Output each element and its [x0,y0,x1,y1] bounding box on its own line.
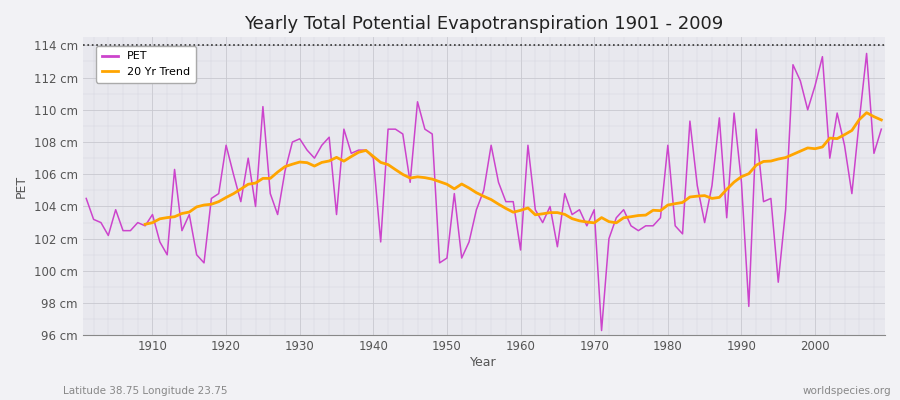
Legend: PET, 20 Yr Trend: PET, 20 Yr Trend [96,46,196,82]
Title: Yearly Total Potential Evapotranspiration 1901 - 2009: Yearly Total Potential Evapotranspiratio… [244,15,724,33]
Y-axis label: PET: PET [15,175,28,198]
Text: Latitude 38.75 Longitude 23.75: Latitude 38.75 Longitude 23.75 [63,386,228,396]
X-axis label: Year: Year [471,356,497,369]
Text: worldspecies.org: worldspecies.org [803,386,891,396]
